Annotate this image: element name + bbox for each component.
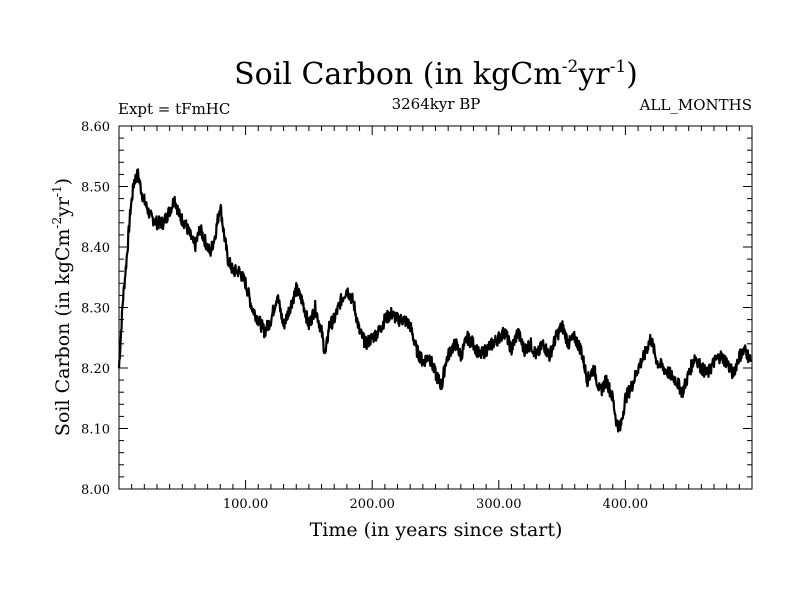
axis-ticks	[118, 125, 753, 490]
months-label: ALL_MONTHS	[639, 96, 752, 114]
period-label: 3264kyr BP	[392, 95, 481, 113]
x-tick-label: 200.00	[349, 497, 395, 512]
x-tick-label: 400.00	[603, 497, 649, 512]
y-tick-label: 8.50	[81, 181, 110, 196]
y-tick-label: 8.20	[81, 362, 110, 377]
plot-frame	[118, 125, 753, 490]
experiment-label: Expt = tFmHC	[118, 100, 230, 118]
y-tick-label: 8.60	[81, 120, 110, 135]
chart-title: Soil Carbon (in kgCm-2yr-1)	[234, 57, 638, 92]
series-line	[117, 168, 752, 433]
y-tick-label: 8.00	[81, 483, 110, 498]
y-tick-label: 8.30	[81, 302, 110, 317]
y-tick-label: 8.10	[81, 423, 110, 438]
x-tick-label: 300.00	[476, 497, 522, 512]
tick-labels: 8.00 8.10 8.20 8.30 8.40 8.50 8.60 100.00 200.00…	[81, 120, 648, 512]
x-axis-label: Time (in years since start)	[310, 519, 563, 541]
y-axis-label: Soil Carbon (in kgCm-2yr-1)	[50, 178, 74, 436]
y-tick-label: 8.40	[81, 241, 110, 256]
x-tick-label: 100.00	[223, 497, 269, 512]
